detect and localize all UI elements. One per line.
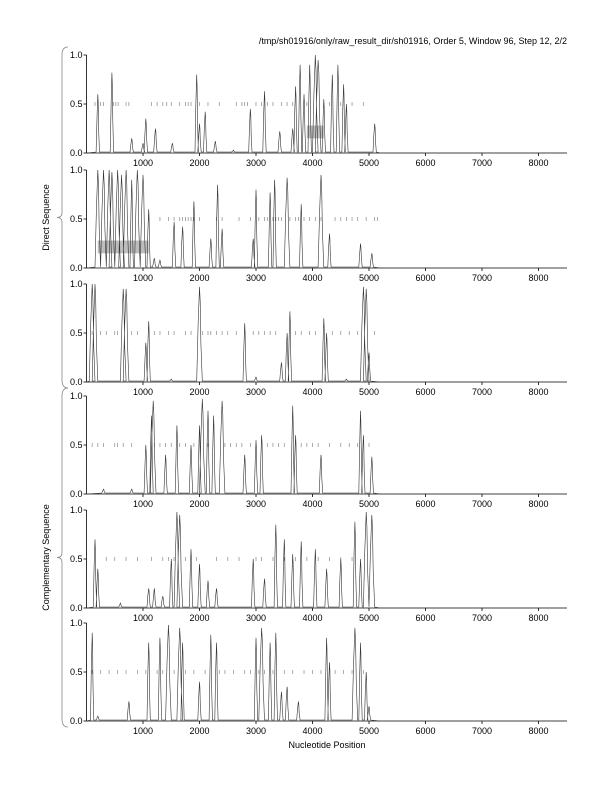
chart-title: /tmp/sh01916/only/raw_result_dir/sh01916… <box>259 36 567 46</box>
x-tick-label: 8000 <box>528 387 548 397</box>
y-tick-label: 0.5 <box>70 667 83 677</box>
x-tick-label: 2000 <box>189 158 209 168</box>
coding-potential-line <box>86 54 381 154</box>
x-tick-label: 8000 <box>528 613 548 623</box>
x-tick-label: 6000 <box>415 499 435 509</box>
y-tick-label: 0.5 <box>70 214 83 224</box>
x-tick-label: 5000 <box>359 499 379 509</box>
y-tick-label: 0.5 <box>70 440 83 450</box>
x-tick-label: 4000 <box>302 726 322 736</box>
group-brace <box>56 387 69 728</box>
coding-potential-line <box>86 169 381 269</box>
x-tick-label: 4000 <box>302 499 322 509</box>
y-tick-label: 1.0 <box>70 391 83 401</box>
x-tick-label: 5000 <box>359 387 379 397</box>
y-tick-label: 0.5 <box>70 328 83 338</box>
y-tick-label: 0.5 <box>70 99 83 109</box>
y-tick-label: 1.0 <box>70 165 83 175</box>
x-tick-label: 3000 <box>246 499 266 509</box>
x-tick-label: 8000 <box>528 499 548 509</box>
x-tick-label: 6000 <box>415 158 435 168</box>
x-tick-label: 2000 <box>189 726 209 736</box>
x-tick-label: 7000 <box>472 387 492 397</box>
x-tick-label: 5000 <box>359 613 379 623</box>
panel-6: 0.0 0.5 1.0 1000 2000 3000 4000 5000 6000 7000 800… <box>70 618 567 736</box>
y-tick-label: 0.0 <box>70 603 83 613</box>
group-brace <box>56 46 69 389</box>
x-tick-label: 2000 <box>189 499 209 509</box>
x-tick-label: 6000 <box>415 613 435 623</box>
y-tick-label: 0.5 <box>70 554 83 564</box>
x-tick-label: 1000 <box>133 387 153 397</box>
panel-5: 0.0 0.5 1.0 1000 2000 3000 4000 5000 6000 7000 800… <box>70 505 567 623</box>
coding-potential-line <box>86 511 381 609</box>
x-tick-label: 1000 <box>133 726 153 736</box>
x-tick-label: 2000 <box>189 387 209 397</box>
x-tick-label: 8000 <box>528 158 548 168</box>
x-tick-label: 4000 <box>302 387 322 397</box>
x-tick-label: 1000 <box>133 499 153 509</box>
group-label: Complementary Sequence <box>41 504 51 611</box>
x-tick-label: 4000 <box>302 158 322 168</box>
x-tick-label: 7000 <box>472 726 492 736</box>
x-tick-label: 4000 <box>302 273 322 283</box>
y-tick-label: 1.0 <box>70 505 83 515</box>
x-tick-label: 8000 <box>528 726 548 736</box>
x-tick-label: 1000 <box>133 158 153 168</box>
coding-potential-line <box>86 398 381 495</box>
x-axis-label: Nucleotide Position <box>288 740 365 750</box>
y-tick-label: 0.0 <box>70 263 83 273</box>
x-tick-label: 6000 <box>415 387 435 397</box>
coding-potential-line <box>86 624 381 722</box>
x-tick-label: 5000 <box>359 158 379 168</box>
orf-box <box>97 240 149 254</box>
panel-1: 0.0 0.5 1.0 1000 2000 3000 4000 5000 6000 7000 800… <box>70 50 567 168</box>
x-tick-label: 7000 <box>472 273 492 283</box>
x-tick-label: 3000 <box>246 387 266 397</box>
y-tick-label: 1.0 <box>70 50 83 60</box>
x-tick-label: 7000 <box>472 499 492 509</box>
y-tick-label: 1.0 <box>70 279 83 289</box>
y-tick-label: 0.0 <box>70 148 83 158</box>
coding-potential-line <box>86 283 381 383</box>
y-tick-label: 0.0 <box>70 377 83 387</box>
y-tick-label: 0.0 <box>70 716 83 726</box>
x-tick-label: 3000 <box>246 613 266 623</box>
x-tick-label: 6000 <box>415 726 435 736</box>
x-tick-label: 7000 <box>472 613 492 623</box>
x-tick-label: 3000 <box>246 726 266 736</box>
y-tick-label: 0.0 <box>70 489 83 499</box>
panel-4: 0.0 0.5 1.0 1000 2000 3000 4000 5000 6000 7000 800… <box>70 391 567 509</box>
x-tick-label: 1000 <box>133 613 153 623</box>
x-tick-label: 5000 <box>359 273 379 283</box>
x-tick-label: 7000 <box>472 158 492 168</box>
panel-3: 0.0 0.5 1.0 1000 2000 3000 4000 5000 6000 7000 800… <box>70 279 567 397</box>
x-tick-label: 2000 <box>189 273 209 283</box>
x-tick-label: 2000 <box>189 613 209 623</box>
orf-box <box>306 125 324 139</box>
x-tick-label: 5000 <box>359 726 379 736</box>
x-tick-label: 6000 <box>415 273 435 283</box>
x-tick-label: 8000 <box>528 273 548 283</box>
group-label: Direct Sequence <box>41 184 51 251</box>
panel-2: 0.0 0.5 1.0 1000 2000 3000 4000 5000 6000 7000 800… <box>70 165 567 283</box>
x-tick-label: 4000 <box>302 613 322 623</box>
x-tick-label: 3000 <box>246 158 266 168</box>
x-tick-label: 1000 <box>133 273 153 283</box>
x-tick-label: 3000 <box>246 273 266 283</box>
y-tick-label: 1.0 <box>70 618 83 628</box>
